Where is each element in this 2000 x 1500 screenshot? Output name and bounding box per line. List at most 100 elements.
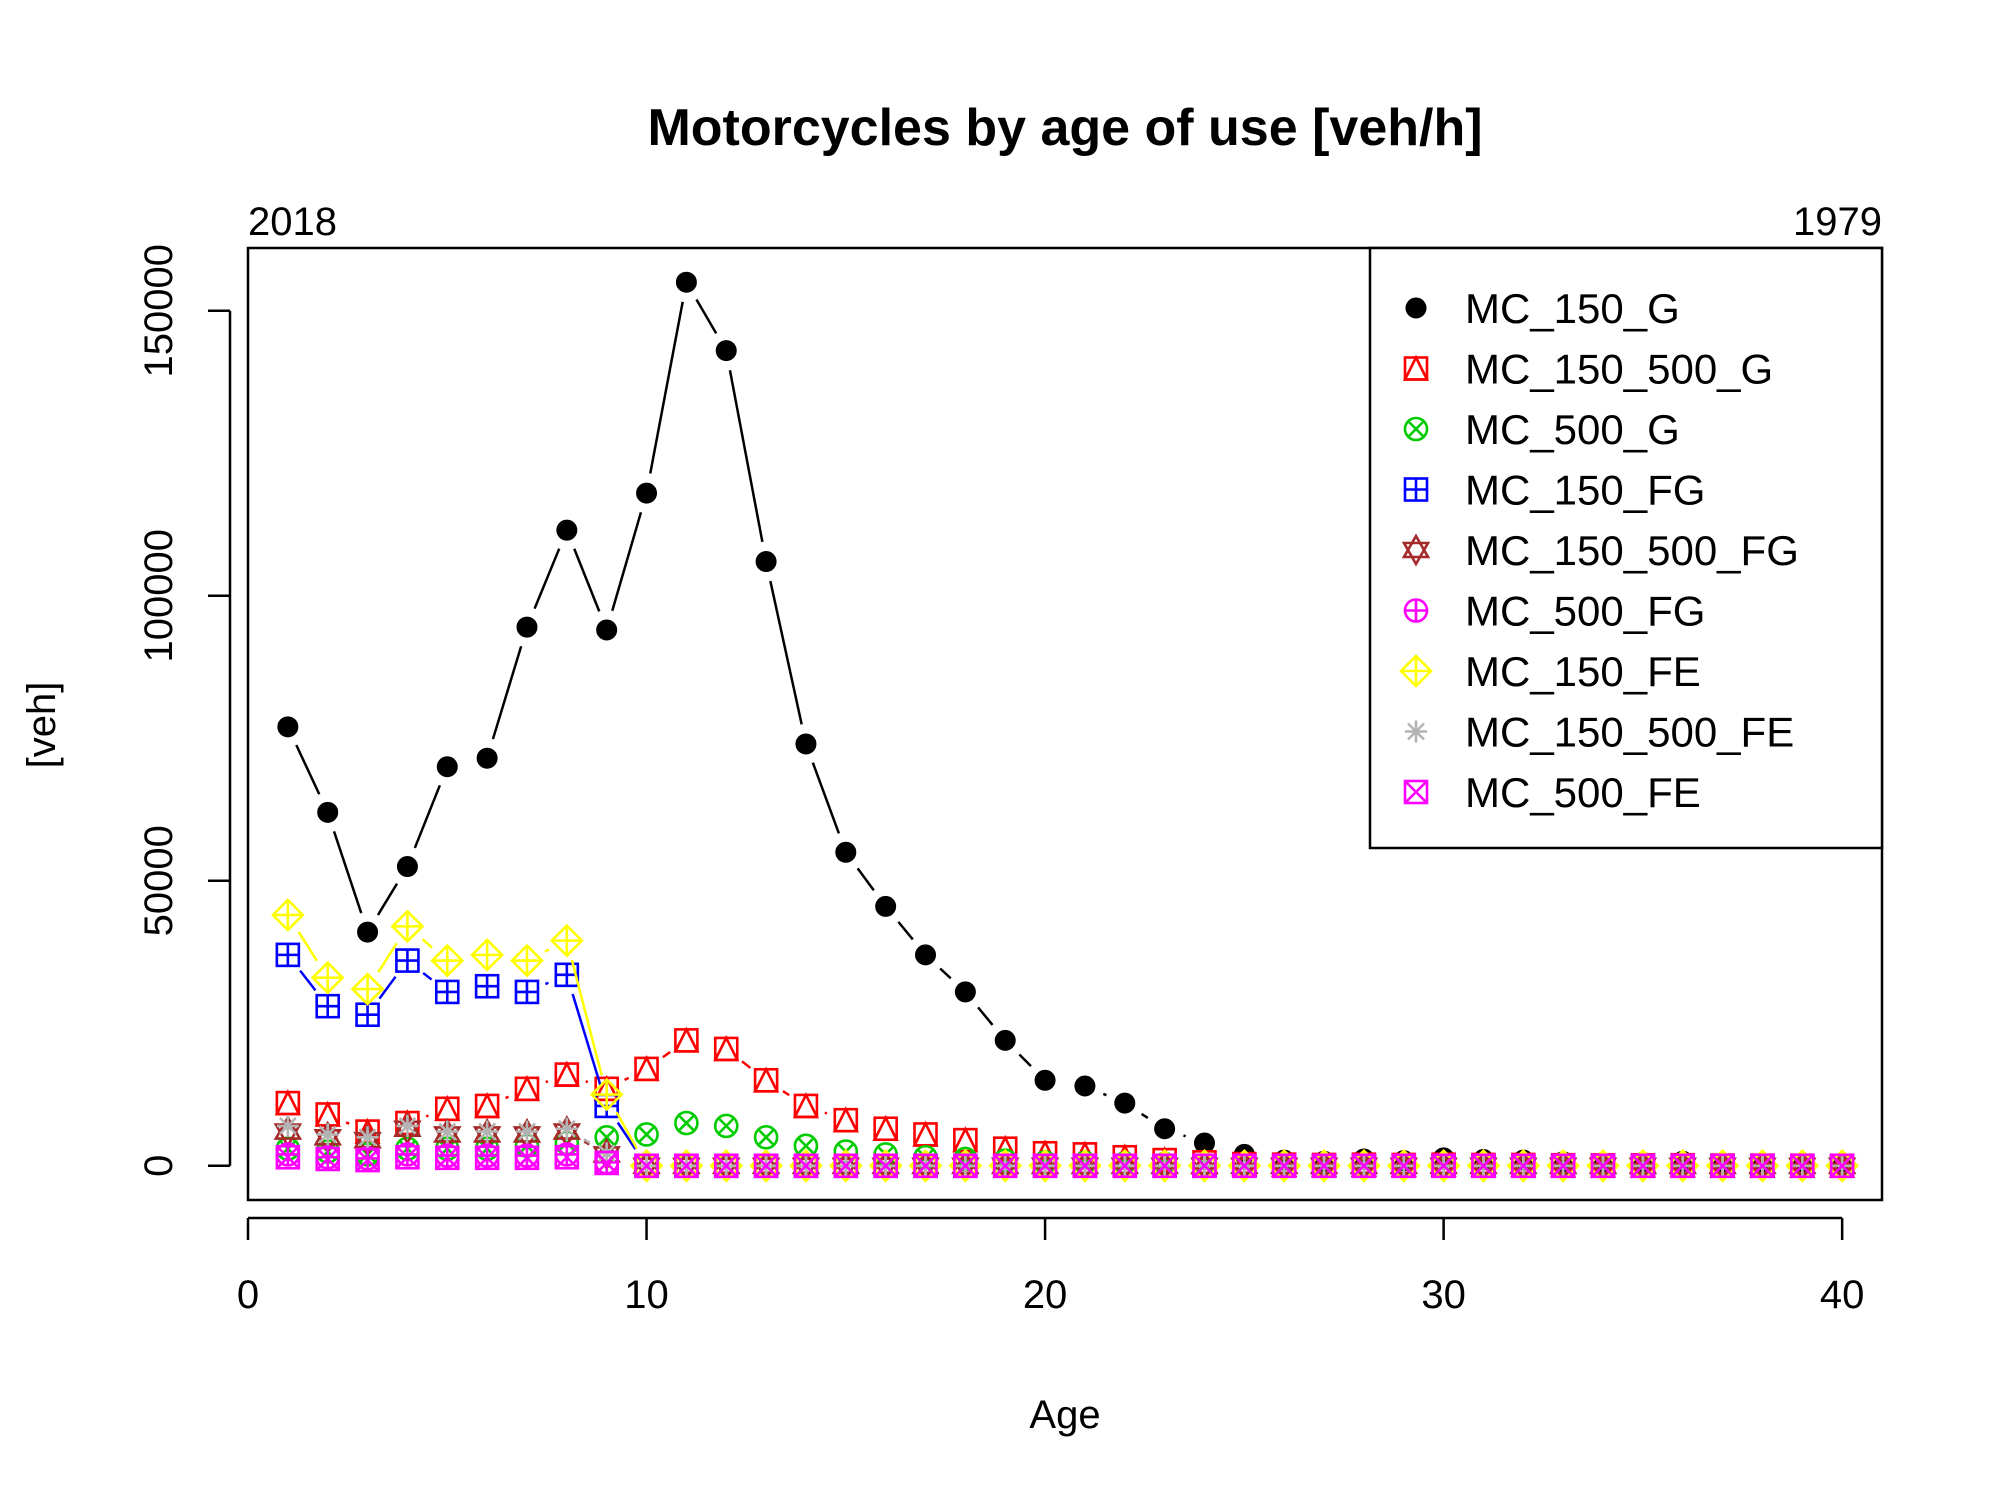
data-point — [1112, 1153, 1138, 1179]
legend-item: MC_150_FE — [1399, 648, 1701, 695]
data-point — [793, 1153, 819, 1179]
data-point — [271, 898, 305, 932]
data-point — [1271, 1153, 1297, 1179]
data-point — [833, 1153, 859, 1179]
y-axis-label: [veh] — [20, 682, 64, 769]
y-tick-label: 0 — [137, 1155, 181, 1177]
data-point — [434, 1094, 461, 1122]
data-point — [355, 1147, 380, 1173]
series-line-segment — [545, 1080, 549, 1084]
data-point — [1114, 1092, 1136, 1114]
series-line-segment — [939, 967, 952, 980]
legend-label: MC_150_500_FE — [1465, 709, 1794, 756]
data-point — [715, 340, 737, 362]
data-point — [1750, 1153, 1775, 1179]
legend-item: MC_500_FG — [1403, 588, 1705, 635]
data-point — [589, 1077, 624, 1112]
data-point — [514, 979, 540, 1005]
data-point — [1154, 1118, 1176, 1140]
y-tick-label: 100000 — [137, 529, 181, 662]
series-line-segment — [811, 762, 841, 834]
y-axis: 0 50000 100000 150000 — [137, 244, 232, 1177]
data-point — [310, 960, 345, 995]
data-point — [872, 1114, 899, 1142]
data-point — [634, 1122, 659, 1147]
data-point — [1590, 1153, 1616, 1179]
series-line-segment — [413, 784, 442, 849]
data-point — [516, 616, 538, 638]
series-line-segment — [856, 867, 875, 892]
legend-box — [1368, 246, 1884, 850]
legend-marker — [1403, 779, 1429, 805]
series-line-segment — [297, 931, 319, 962]
data-point — [1471, 1153, 1496, 1179]
data-point — [316, 1123, 339, 1146]
legend-label: MC_150_FE — [1465, 648, 1701, 695]
legend-item: MC_150_500_G — [1402, 346, 1773, 393]
data-point — [390, 909, 425, 944]
legend-label: MC_150_500_FG — [1465, 527, 1799, 574]
data-point — [357, 921, 379, 943]
series-line-segment — [662, 1051, 671, 1059]
data-point — [474, 973, 500, 999]
series-MC_500_FG — [275, 1142, 1855, 1179]
x-axis-label: Age — [1029, 1393, 1100, 1437]
data-point — [395, 1144, 420, 1170]
data-point — [350, 972, 385, 1006]
data-point — [875, 895, 897, 917]
series-MC_500_FE — [275, 1144, 1855, 1179]
data-point — [470, 938, 504, 972]
series-line-segment — [585, 1080, 589, 1084]
series-line-segment — [782, 1090, 790, 1097]
data-point — [476, 1120, 499, 1143]
legend-item: MC_150_FG — [1403, 467, 1705, 514]
series-MC_150_500_G — [274, 1026, 1856, 1179]
data-point — [1192, 1153, 1217, 1179]
data-point — [675, 271, 697, 293]
data-point — [674, 1110, 699, 1136]
data-point — [1789, 1153, 1815, 1179]
series-line-segment — [332, 830, 363, 914]
data-point — [1351, 1153, 1377, 1179]
data-point — [1152, 1153, 1177, 1179]
legend-item: MC_150_500_FG — [1401, 527, 1799, 574]
data-point — [913, 1153, 938, 1179]
data-point — [434, 1145, 460, 1171]
data-point — [436, 1120, 459, 1143]
legend-marker — [1402, 354, 1430, 381]
y-tick-label: 150000 — [137, 244, 181, 377]
legend-marker — [1403, 598, 1429, 623]
series-line-segment — [741, 1060, 752, 1069]
legend-label: MC_500_FG — [1465, 588, 1705, 635]
legend: MC_150_G MC_150_500_G MC_500_G MC_150_FG MC_… — [1368, 246, 1884, 850]
data-point — [395, 948, 420, 973]
series-line-segment — [573, 548, 601, 612]
data-point — [554, 1144, 580, 1170]
data-point — [275, 942, 301, 968]
data-point — [992, 1153, 1018, 1179]
series-line-segment — [345, 1121, 350, 1125]
legend-label: MC_500_G — [1465, 406, 1680, 453]
data-point — [752, 1066, 780, 1093]
data-point — [510, 943, 544, 978]
series-line-segment — [571, 993, 603, 1088]
series-line-segment — [378, 975, 397, 1000]
series-line-segment — [624, 1076, 630, 1082]
x-tick-label: 0 — [237, 1273, 259, 1317]
series-line-segment — [695, 298, 718, 334]
data-point — [315, 993, 341, 1019]
data-point — [1431, 1153, 1456, 1179]
data-point — [1829, 1153, 1855, 1179]
series-layer — [271, 271, 1859, 1183]
data-point — [753, 1124, 779, 1150]
series-line-segment — [824, 1111, 828, 1115]
series-line-segment — [425, 1114, 429, 1118]
legend-item: MC_150_500_FE — [1405, 709, 1794, 756]
data-point — [396, 1114, 419, 1137]
data-point — [755, 551, 777, 573]
data-point — [474, 1145, 500, 1171]
data-point — [832, 1106, 859, 1133]
data-point — [1074, 1075, 1096, 1097]
series-line-segment — [1102, 1092, 1107, 1097]
series-line-segment — [299, 969, 317, 992]
